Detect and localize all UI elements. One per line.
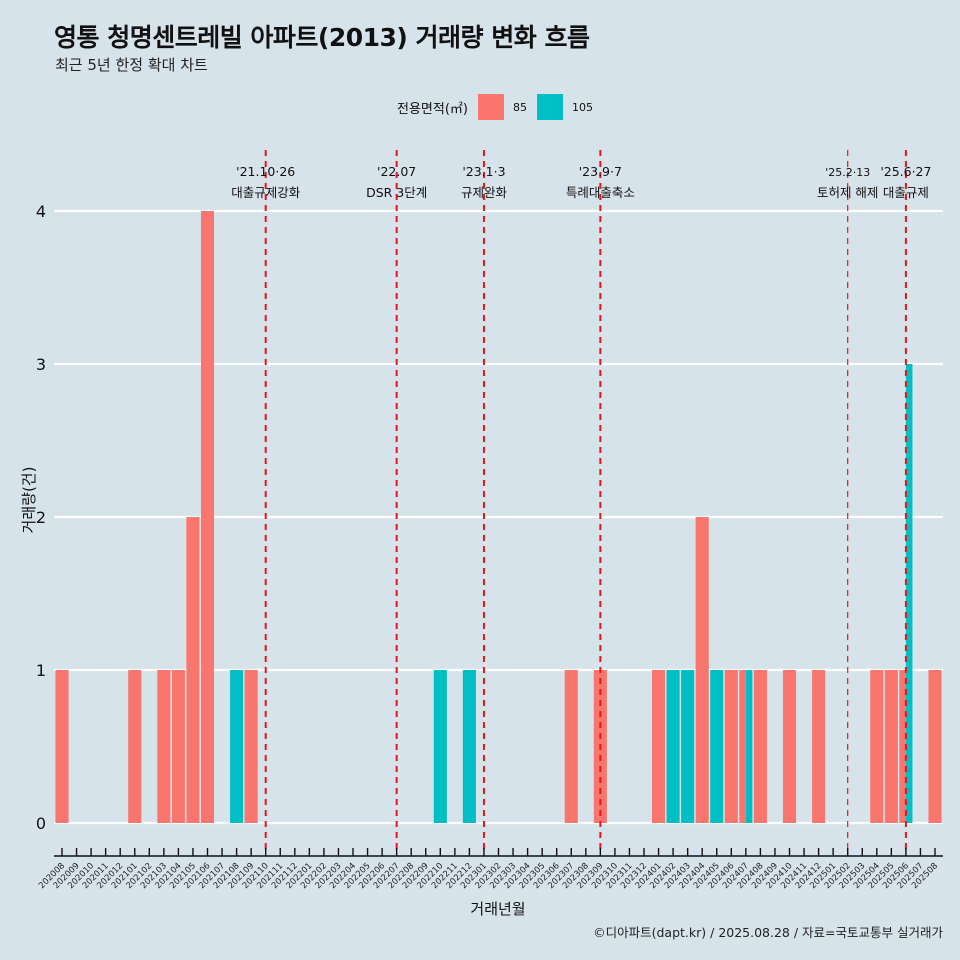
bar-85-202008	[55, 670, 69, 823]
event-date: '23.1·3	[462, 164, 505, 179]
event-label: 규제완화	[461, 185, 508, 200]
bar-85-202109	[244, 670, 258, 823]
legend-swatch-85	[477, 94, 504, 120]
y-tick-label: 3	[36, 355, 46, 374]
legend-label-105: 105	[571, 100, 593, 114]
bar-85-202105	[186, 517, 200, 823]
event-date: '25.2·13	[825, 166, 870, 179]
y-axis-title: 거래량(건)	[20, 467, 38, 534]
chart-subtitle: 최근 5년 한정 확대 차트	[55, 56, 208, 74]
event-date: '22.07	[377, 164, 416, 179]
chart-title: 영통 청명센트레빌 아파트(2013) 거래량 변화 흐름	[54, 23, 590, 52]
event-label: 특례대출축소	[566, 185, 635, 200]
bar-85-202506	[899, 670, 906, 823]
bar-85-202410	[782, 670, 797, 823]
bar-85-202404	[695, 517, 709, 823]
y-tick-label: 2	[36, 508, 46, 527]
bar-105-202405	[710, 670, 724, 823]
x-axis-title: 거래년월	[470, 900, 525, 918]
event-label: DSR 3단계	[366, 185, 427, 200]
bar-85-202505	[884, 670, 898, 823]
y-tick-label: 4	[36, 202, 46, 221]
bar-85-202408	[753, 670, 767, 823]
bar-85-202504	[870, 670, 884, 823]
bar-85-202406	[724, 670, 738, 823]
legend-label-85: 85	[512, 100, 527, 114]
event-label: 대출규제강화	[231, 185, 301, 200]
y-tick-label: 1	[36, 661, 46, 680]
bar-85-202103	[157, 670, 171, 823]
event-date: '23.9·7	[579, 164, 622, 179]
event-label: 대출규제	[883, 185, 929, 200]
bar-105-202402	[666, 670, 680, 823]
bar-85-202101	[128, 670, 142, 823]
bar-105-202210	[433, 670, 447, 823]
event-label: 토허제 해제	[817, 185, 878, 200]
bar-105-202403	[681, 670, 695, 823]
legend: 전용면적(㎡) 85 105	[397, 94, 603, 120]
legend-swatch-105	[536, 94, 563, 120]
bar-85-202407	[739, 670, 746, 823]
bar-85-202104	[171, 670, 185, 823]
event-date: '21.10·26	[236, 164, 295, 179]
bar-85-202307	[564, 670, 578, 823]
event-date: '25.6·27	[880, 164, 931, 179]
bar-85-202401	[652, 670, 666, 823]
y-tick-label: 0	[36, 814, 46, 833]
bar-85-202106	[200, 211, 215, 823]
bar-105-202506	[905, 364, 913, 823]
bar-85-202508	[928, 670, 942, 823]
legend-title: 전용면적(㎡)	[397, 101, 468, 117]
bar-105-202212	[462, 670, 476, 823]
bar-105-202108	[230, 670, 244, 823]
bar-85-202412	[812, 670, 826, 823]
source-footer: ©디아파트(dapt.kr) / 2025.08.28 / 자료=국토교통부 실…	[593, 925, 943, 940]
bar-105-202407	[745, 670, 753, 823]
